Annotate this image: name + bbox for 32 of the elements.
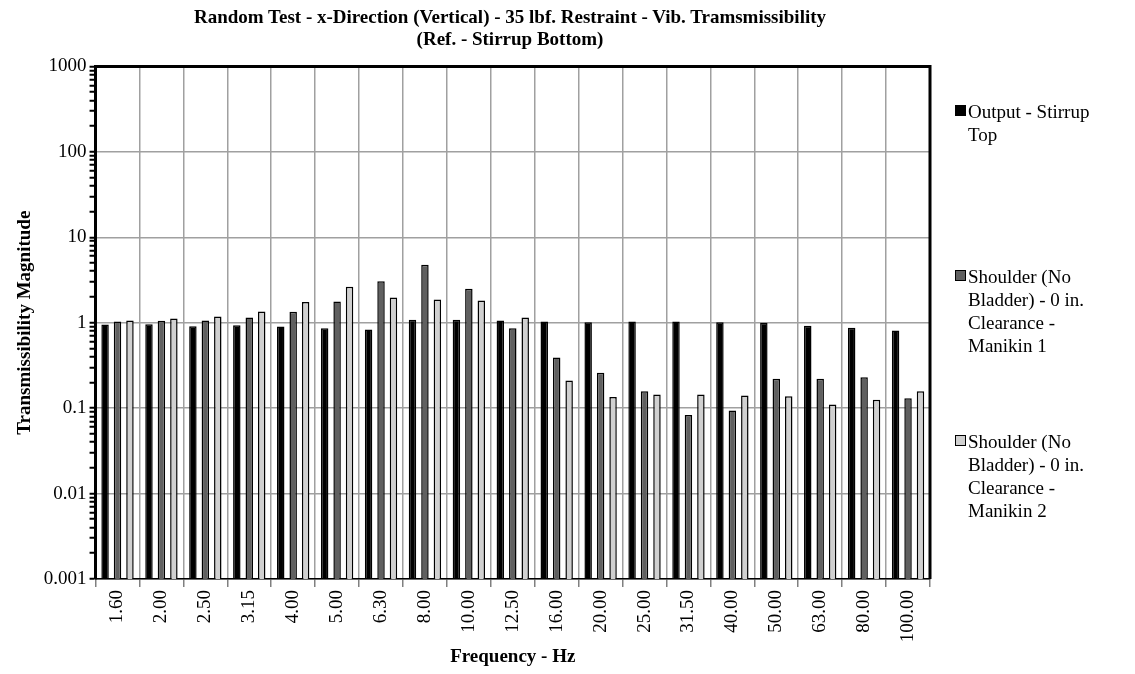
x-tick-label: 12.50 — [500, 589, 522, 633]
x-tick-label: 1.60 — [105, 589, 127, 624]
y-tick-label: 100 — [58, 139, 87, 161]
y-tick-label: 0.001 — [43, 566, 87, 588]
x-tick-label: 16.00 — [544, 589, 566, 633]
x-tick-label: 40.00 — [720, 589, 742, 633]
x-tick-label: 4.00 — [281, 589, 303, 624]
x-tick-label: 2.50 — [193, 589, 215, 624]
x-tick-label: 20.00 — [588, 589, 610, 633]
x-tick-label: 50.00 — [764, 589, 786, 633]
x-tick-label: 3.15 — [237, 589, 259, 624]
x-tick-label: 80.00 — [852, 589, 874, 633]
y-tick-label: 10 — [67, 225, 87, 247]
legend-label: Shoulder (No Bladder) - 0 in. Clearance - Manikin 2 — [968, 430, 1086, 522]
y-tick-label: 0.01 — [53, 481, 87, 503]
legend-label: Shoulder (No Bladder) - 0 in. Clearance - Manikin 1 — [968, 265, 1086, 357]
x-tick-label: 25.00 — [632, 589, 654, 633]
x-tick-label: 10.00 — [456, 589, 478, 633]
x-axis-title: Frequency - Hz — [450, 644, 576, 666]
y-tick-label: 1 — [77, 310, 87, 332]
x-tick-label: 6.30 — [369, 589, 390, 624]
y-tick-label: 0.1 — [62, 396, 87, 418]
x-tick-label: 100.00 — [896, 589, 918, 643]
x-tick-label: 5.00 — [325, 589, 347, 624]
x-tick-label: 63.00 — [808, 589, 830, 633]
y-tick-label: 1000 — [48, 54, 87, 76]
x-tick-label: 2.00 — [149, 589, 171, 624]
x-tick-label: 8.00 — [412, 589, 434, 624]
legend-label: Output - Stirrup Top — [968, 100, 1091, 146]
y-axis-title: Transmissibility Magnitude — [13, 210, 35, 435]
x-tick-label: 31.50 — [676, 589, 698, 633]
chart-title: Random Test - x-Direction (Vertical) - 35 lbf. Restraint - Vib. Tramsmissibility (Ref. - Stirrup Bottom) — [192, 6, 828, 50]
